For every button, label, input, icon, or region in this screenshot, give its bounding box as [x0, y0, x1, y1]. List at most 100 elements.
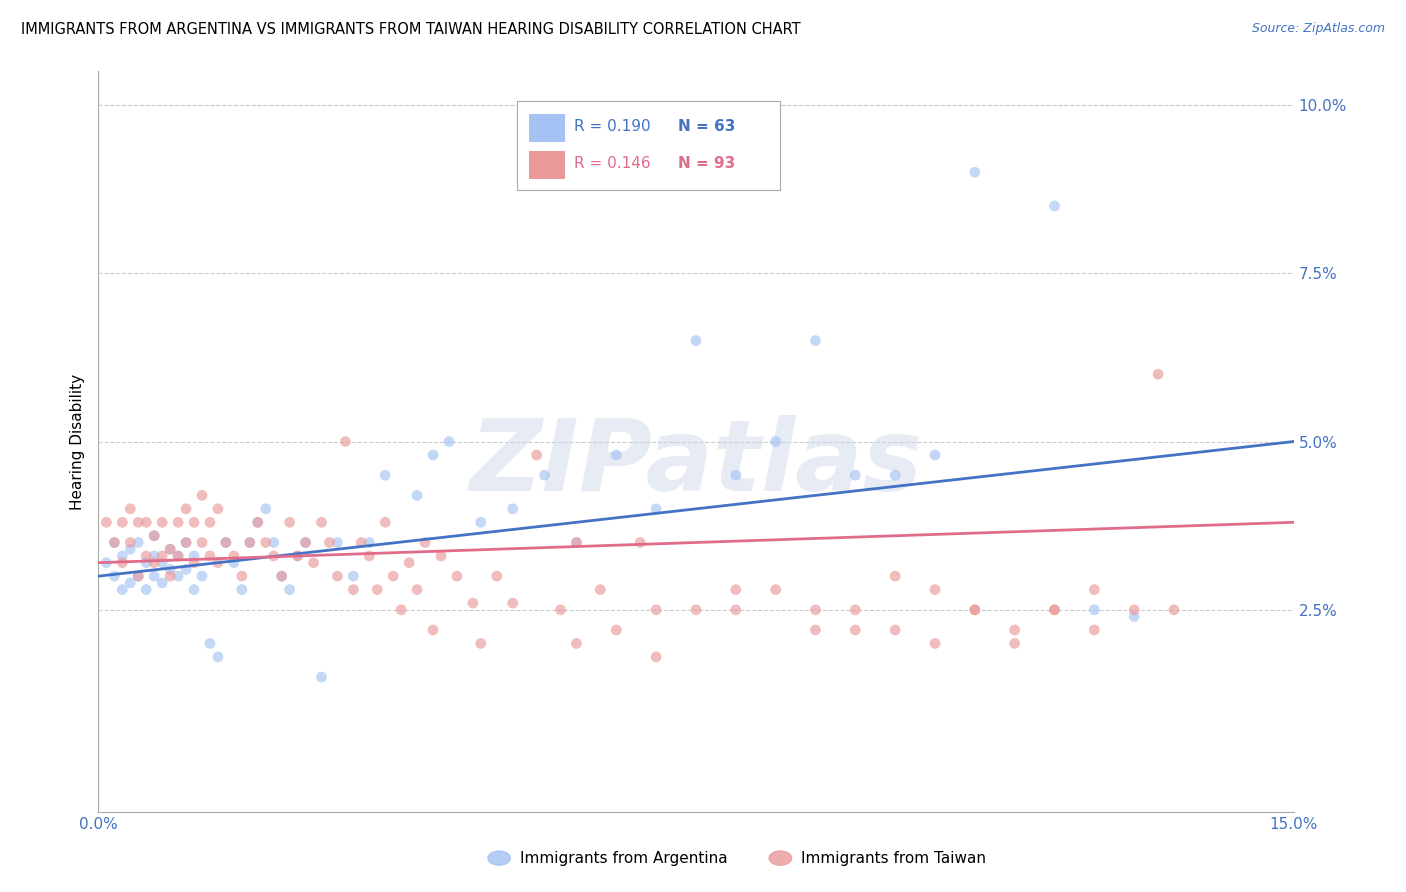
Point — [239, 535, 262, 549]
Point — [422, 448, 444, 462]
Point — [526, 448, 548, 462]
Point — [215, 535, 238, 549]
Point — [222, 556, 245, 570]
Point — [183, 556, 205, 570]
Point — [924, 636, 946, 650]
Point — [191, 535, 214, 549]
Point — [167, 516, 190, 530]
Point — [183, 516, 205, 530]
Point — [413, 535, 436, 549]
Point — [246, 516, 269, 530]
Point — [724, 582, 747, 597]
Point — [127, 535, 149, 549]
Point — [765, 434, 787, 449]
Point — [628, 535, 651, 549]
Point — [461, 596, 484, 610]
Point — [1147, 368, 1170, 382]
Point — [135, 582, 157, 597]
Point — [605, 623, 627, 637]
Point — [287, 549, 309, 563]
Point — [1083, 582, 1105, 597]
Point — [724, 468, 747, 483]
Point — [150, 516, 173, 530]
Point — [239, 535, 262, 549]
Point — [167, 569, 190, 583]
Point — [485, 569, 508, 583]
Point — [150, 556, 173, 570]
Point — [150, 575, 173, 590]
Point — [550, 603, 572, 617]
Point — [167, 549, 190, 563]
Point — [359, 535, 381, 549]
Point — [533, 468, 555, 483]
Point — [326, 569, 349, 583]
Point — [1083, 603, 1105, 617]
Text: Source: ZipAtlas.com: Source: ZipAtlas.com — [1251, 22, 1385, 36]
Text: R = 0.190: R = 0.190 — [574, 120, 651, 135]
Point — [302, 556, 325, 570]
Point — [174, 562, 197, 576]
Text: Immigrants from Argentina: Immigrants from Argentina — [520, 851, 728, 865]
Point — [215, 535, 238, 549]
Point — [207, 649, 229, 664]
Point — [565, 535, 588, 549]
Point — [470, 636, 492, 650]
Point — [765, 582, 787, 597]
Point — [502, 501, 524, 516]
Point — [1043, 603, 1066, 617]
Point — [342, 569, 364, 583]
Point — [326, 535, 349, 549]
Point — [263, 549, 285, 563]
Point — [963, 165, 986, 179]
Point — [174, 501, 197, 516]
Point — [191, 569, 214, 583]
Point — [127, 569, 149, 583]
Point — [96, 556, 118, 570]
Point — [143, 529, 166, 543]
Y-axis label: Hearing Disability: Hearing Disability — [69, 374, 84, 509]
Point — [335, 434, 357, 449]
Point — [103, 535, 125, 549]
Point — [143, 569, 166, 583]
Point — [143, 549, 166, 563]
Point — [724, 603, 747, 617]
Point — [685, 334, 707, 348]
Point — [270, 569, 292, 583]
Point — [963, 603, 986, 617]
Point — [350, 535, 373, 549]
Text: ZIPatlas: ZIPatlas — [470, 416, 922, 512]
Point — [446, 569, 468, 583]
Point — [1043, 603, 1066, 617]
Point — [150, 549, 173, 563]
Point — [374, 516, 396, 530]
Point — [1163, 603, 1185, 617]
Point — [263, 535, 285, 549]
Point — [844, 603, 866, 617]
Point — [198, 636, 221, 650]
Point — [311, 670, 333, 684]
Point — [159, 542, 181, 557]
Point — [231, 582, 253, 597]
Point — [143, 529, 166, 543]
Point — [1043, 199, 1066, 213]
Point — [278, 516, 301, 530]
Point — [406, 488, 429, 502]
Point — [159, 542, 181, 557]
Point — [1083, 623, 1105, 637]
Point — [278, 582, 301, 597]
Point — [605, 448, 627, 462]
Point — [103, 569, 125, 583]
Text: IMMIGRANTS FROM ARGENTINA VS IMMIGRANTS FROM TAIWAN HEARING DISABILITY CORRELATI: IMMIGRANTS FROM ARGENTINA VS IMMIGRANTS … — [21, 22, 800, 37]
Point — [589, 582, 612, 597]
Point — [374, 468, 396, 483]
Point — [1123, 609, 1146, 624]
FancyBboxPatch shape — [529, 151, 565, 178]
Point — [270, 569, 292, 583]
Point — [884, 569, 907, 583]
Point — [254, 535, 277, 549]
Point — [924, 582, 946, 597]
Point — [318, 535, 340, 549]
Point — [111, 549, 134, 563]
Point — [1004, 623, 1026, 637]
Text: N = 93: N = 93 — [678, 156, 735, 171]
